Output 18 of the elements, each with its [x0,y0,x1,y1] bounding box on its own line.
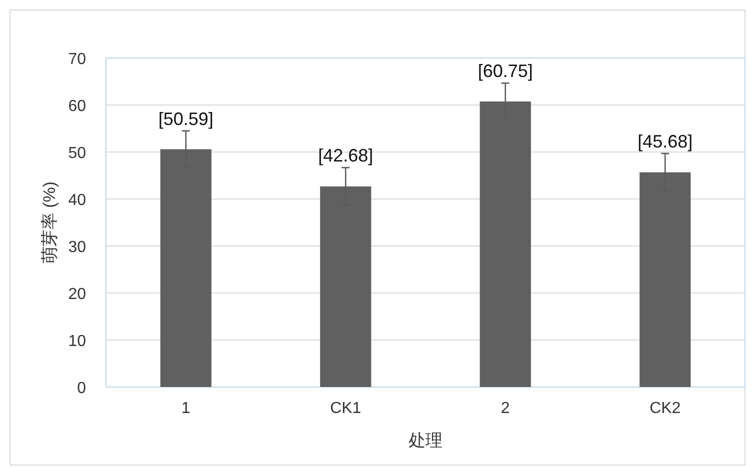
y-tick-label: 20 [68,286,86,303]
y-tick-label: 50 [68,145,86,162]
y-tick-label: 30 [68,239,86,256]
x-tick-label: CK2 [650,400,681,417]
y-tick-label: 10 [68,333,86,350]
data-label: [50.59] [158,108,214,129]
x-tick-label: 2 [500,400,510,417]
x-tick-label: CK1 [330,400,362,417]
y-tick-label: 40 [68,192,86,209]
x-axis-title: 处理 [408,431,442,450]
x-tick-label: 1 [181,400,190,417]
data-label: [60.75] [478,61,533,82]
y-tick-label: 60 [68,98,86,115]
data-label: [42.68] [318,146,374,166]
y-tick-label: 70 [68,51,86,68]
y-tick-label: 0 [77,380,86,397]
data-label: [45.68] [638,132,693,152]
y-axis-title: 萌芽率 (%) [40,181,59,264]
